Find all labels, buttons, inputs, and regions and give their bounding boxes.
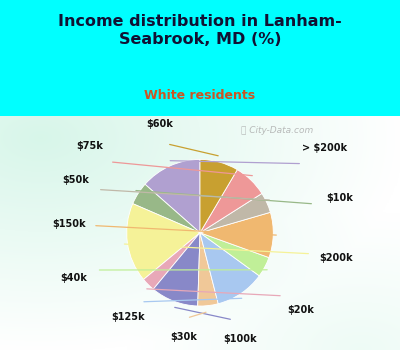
Text: $50k: $50k bbox=[62, 175, 89, 185]
Wedge shape bbox=[200, 233, 259, 304]
Wedge shape bbox=[200, 233, 269, 276]
Wedge shape bbox=[200, 194, 270, 233]
Wedge shape bbox=[200, 170, 262, 233]
Wedge shape bbox=[144, 233, 200, 289]
Text: $75k: $75k bbox=[77, 141, 104, 151]
Text: $125k: $125k bbox=[111, 312, 145, 322]
Wedge shape bbox=[200, 212, 273, 258]
Wedge shape bbox=[200, 160, 237, 233]
Text: $200k: $200k bbox=[319, 253, 352, 264]
Text: > $200k: > $200k bbox=[302, 144, 347, 154]
Wedge shape bbox=[127, 204, 200, 279]
Text: ⓘ City-Data.com: ⓘ City-Data.com bbox=[241, 126, 314, 135]
Wedge shape bbox=[133, 184, 200, 233]
Wedge shape bbox=[198, 233, 218, 306]
Text: $100k: $100k bbox=[224, 334, 257, 344]
Wedge shape bbox=[145, 160, 200, 233]
Text: $40k: $40k bbox=[60, 273, 87, 283]
Text: $30k: $30k bbox=[170, 332, 197, 342]
Text: $10k: $10k bbox=[326, 193, 353, 203]
Text: $20k: $20k bbox=[288, 305, 314, 315]
Text: White residents: White residents bbox=[144, 89, 256, 101]
Wedge shape bbox=[153, 233, 200, 306]
Text: $150k: $150k bbox=[53, 219, 86, 229]
Text: $60k: $60k bbox=[146, 119, 173, 129]
Text: Income distribution in Lanham-
Seabrook, MD (%): Income distribution in Lanham- Seabrook,… bbox=[58, 14, 342, 48]
